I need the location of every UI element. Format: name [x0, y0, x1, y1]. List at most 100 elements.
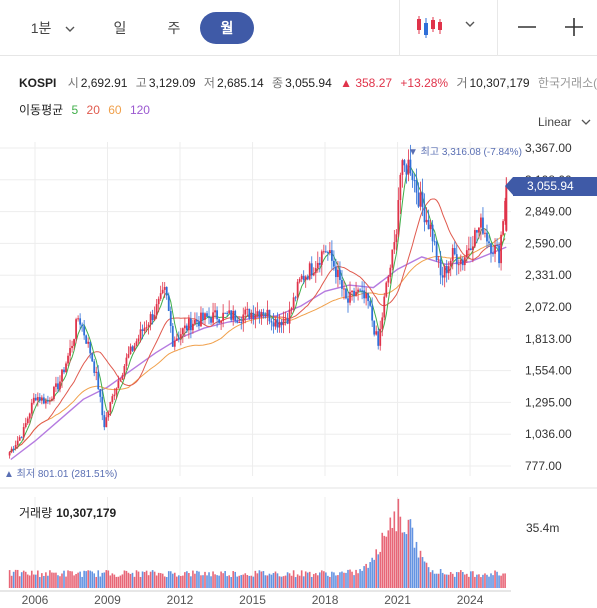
- candle-body: [476, 230, 478, 233]
- volume-bar: [455, 572, 458, 588]
- volume-bar: [417, 557, 420, 588]
- candle-body: [264, 314, 267, 316]
- volume-bar: [339, 572, 341, 588]
- candle-body: [69, 348, 71, 356]
- volume-bar: [121, 574, 124, 588]
- volume-bar: [474, 576, 476, 588]
- candle-body: [248, 308, 251, 319]
- volume-bar: [470, 571, 472, 588]
- candle-body: [411, 173, 414, 181]
- candle-body: [304, 276, 307, 281]
- volume-bar: [10, 575, 13, 588]
- volume-bar: [59, 576, 61, 588]
- volume-bar: [268, 573, 271, 588]
- volume-bar: [367, 567, 369, 588]
- volume-bar: [196, 570, 198, 588]
- volume-bar: [61, 573, 63, 588]
- volume-bar: [63, 570, 65, 588]
- volume-bar: [310, 576, 313, 588]
- candle-body: [189, 318, 192, 331]
- volume-bar: [480, 577, 482, 588]
- candle-body: [365, 293, 368, 299]
- y-tick-label: 2,590.00: [525, 236, 572, 250]
- candle-body: [496, 245, 498, 247]
- candle-body: [22, 427, 25, 438]
- candle-body: [457, 264, 460, 266]
- volume-bar: [165, 576, 168, 588]
- candle-body: [42, 397, 45, 404]
- volume-bar: [399, 516, 402, 588]
- y-tick-label: 1,036.00: [525, 427, 572, 441]
- volume-bar: [45, 572, 47, 588]
- candle-body: [208, 316, 210, 319]
- candle-body: [367, 293, 370, 302]
- minute-period-dropdown[interactable]: 1분: [22, 12, 84, 44]
- ma-period-20: 20: [86, 103, 100, 117]
- candle-body: [419, 192, 422, 207]
- candle-body: [502, 221, 504, 235]
- tab-week[interactable]: 주: [167, 20, 181, 36]
- tab-month[interactable]: 월: [200, 12, 254, 44]
- volume-bar: [333, 572, 335, 588]
- open-value: 2,692.91: [80, 76, 128, 90]
- volume-value: 10,307,179: [469, 76, 530, 90]
- volume-bar: [226, 576, 228, 588]
- y-tick-label: 1,813.00: [525, 332, 572, 346]
- volume-bar: [222, 573, 224, 588]
- candle-body: [449, 260, 452, 267]
- volume-panel-value: 10,307,179: [56, 506, 117, 520]
- volume-bar: [347, 569, 349, 588]
- volume-bar: [129, 573, 132, 588]
- volume-bar: [149, 571, 152, 588]
- candle-body: [103, 415, 106, 428]
- plus-icon[interactable]: [563, 16, 585, 38]
- candlestick-icon[interactable]: [414, 14, 444, 40]
- scale-mode-dropdown[interactable]: Linear: [538, 115, 591, 130]
- volume-bar: [173, 572, 176, 588]
- volume-bar: [250, 575, 253, 588]
- volume-bar: [314, 573, 317, 588]
- volume-bar: [109, 575, 112, 588]
- y-tick-label: 2,072.00: [525, 300, 572, 314]
- volume-bar: [246, 575, 249, 588]
- volume-bar: [85, 571, 87, 588]
- volume-bar: [488, 576, 490, 588]
- y-tick-label: 777.00: [525, 459, 562, 473]
- candle-body: [55, 383, 57, 387]
- volume-bar: [429, 572, 432, 588]
- volume-bar: [462, 572, 464, 588]
- volume-bar: [443, 574, 446, 588]
- volume-bar: [349, 569, 351, 588]
- candle-body: [379, 329, 382, 346]
- volume-bar: [171, 573, 174, 588]
- candle-body: [38, 397, 41, 401]
- volume-bar: [312, 574, 315, 588]
- volume-bar: [188, 572, 190, 588]
- volume-bar: [490, 573, 492, 588]
- volume-bar: [425, 562, 428, 588]
- volume-bar: [83, 570, 85, 588]
- candle-body: [101, 396, 104, 416]
- candle-body: [34, 397, 37, 401]
- candle-body: [328, 250, 331, 253]
- volume-bar: [234, 571, 237, 588]
- volume-bar: [397, 498, 400, 588]
- chart-type-chevron-icon[interactable]: [462, 16, 478, 32]
- tab-day[interactable]: 일: [113, 20, 127, 36]
- candle-body: [355, 291, 357, 296]
- candle-body: [51, 398, 53, 401]
- candle-body: [224, 312, 227, 314]
- volume-bar: [47, 575, 49, 588]
- volume-bar: [200, 575, 202, 588]
- moving-average-legend[interactable]: 이동평균 5 20 60 120: [19, 101, 155, 118]
- candle-body: [212, 312, 214, 323]
- candle-body: [242, 314, 245, 323]
- volume-bar: [341, 571, 343, 588]
- candle-body: [375, 331, 378, 335]
- minus-icon[interactable]: [516, 16, 538, 38]
- candle-body: [341, 279, 343, 289]
- volume-bar: [308, 571, 311, 588]
- candle-body: [276, 319, 279, 328]
- volume-bar: [194, 573, 196, 588]
